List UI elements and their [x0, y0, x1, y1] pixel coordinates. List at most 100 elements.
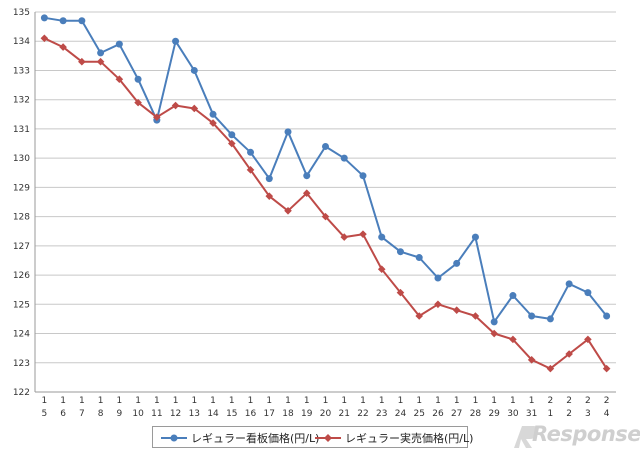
data-point-actual-price	[527, 356, 536, 364]
data-point-actual-price	[171, 101, 180, 110]
y-tick-label: 124	[13, 330, 30, 340]
data-point-signboard-price	[172, 37, 180, 45]
response-watermark: Response.	[512, 420, 640, 452]
x-tick-label-bottom: 31	[526, 409, 537, 419]
data-point-signboard-price	[134, 75, 142, 83]
x-tick-label-top: 1	[135, 396, 141, 406]
x-tick-label-top: 1	[229, 396, 235, 406]
x-tick-label-bottom: 7	[79, 409, 85, 419]
x-tick-label-top: 1	[210, 396, 216, 406]
data-point-actual-price	[40, 34, 49, 43]
data-point-actual-price	[321, 212, 330, 221]
x-tick-label-bottom: 18	[282, 409, 294, 419]
data-point-signboard-price	[40, 14, 48, 22]
x-tick-label-top: 1	[529, 396, 535, 406]
x-tick-label-top: 1	[173, 396, 179, 406]
x-axis: 1516171819110111112113114115116117118119…	[35, 391, 616, 419]
x-tick-label-top: 1	[116, 396, 122, 406]
data-point-actual-price	[396, 288, 405, 297]
data-point-actual-price	[134, 98, 142, 107]
data-point-actual-price	[59, 43, 67, 51]
x-tick-label-bottom: 30	[507, 409, 519, 419]
data-point-signboard-price	[303, 172, 311, 180]
data-point-signboard-price	[340, 154, 348, 162]
response-logo-icon	[514, 426, 538, 448]
data-point-signboard-price	[509, 292, 517, 300]
data-point-actual-price	[209, 119, 217, 127]
x-tick-label-top: 1	[79, 396, 85, 406]
data-point-signboard-price	[528, 312, 536, 320]
x-tick-label-bottom: 12	[170, 409, 181, 419]
y-tick-label: 130	[13, 154, 30, 164]
data-point-actual-price	[359, 230, 367, 238]
data-point-actual-price	[471, 312, 480, 320]
x-tick-label-bottom: 3	[585, 409, 591, 419]
x-tick-label-bottom: 9	[116, 409, 122, 419]
x-tick-label-bottom: 6	[60, 409, 66, 419]
data-point-actual-price	[284, 206, 292, 215]
legend-label-signboard-price: レギュラー看板価格(円/L)	[191, 432, 320, 445]
x-tick-label-bottom: 10	[132, 409, 144, 419]
data-point-actual-price	[96, 57, 105, 66]
x-tick-label-bottom: 28	[470, 409, 482, 419]
x-tick-label-top: 1	[323, 396, 329, 406]
data-point-signboard-price	[322, 142, 329, 150]
x-tick-label-top: 1	[248, 396, 254, 406]
data-point-signboard-price	[415, 254, 423, 262]
y-tick-label: 131	[13, 125, 30, 135]
data-point-signboard-price	[284, 128, 292, 136]
data-point-actual-price	[377, 265, 386, 274]
x-tick-label-bottom: 27	[451, 409, 462, 419]
data-point-actual-price	[78, 57, 86, 66]
y-tick-label: 127	[13, 242, 30, 252]
data-point-actual-price	[565, 350, 573, 358]
data-point-actual-price	[434, 300, 442, 309]
x-tick-label-bottom: 17	[264, 409, 275, 419]
x-tick-label-top: 1	[266, 396, 272, 406]
data-point-actual-price	[115, 75, 124, 84]
x-tick-label-bottom: 25	[413, 409, 424, 419]
legend-marker-diamond-icon	[315, 434, 341, 442]
legend: レギュラー看板価格(円/L) レギュラー実売価格(円/L)	[152, 426, 473, 448]
data-point-signboard-price	[565, 280, 573, 288]
x-tick-label-bottom: 29	[488, 409, 500, 419]
x-tick-label-top: 1	[398, 396, 404, 406]
y-tick-label: 132	[13, 96, 30, 106]
x-tick-label-top: 1	[191, 396, 197, 406]
y-tick-label: 133	[13, 66, 30, 76]
x-tick-label-top: 2	[585, 396, 591, 406]
data-point-signboard-price	[546, 315, 554, 323]
data-point-signboard-price	[603, 312, 611, 320]
x-tick-label-top: 1	[379, 396, 385, 406]
data-point-actual-price	[227, 139, 236, 148]
gridlines	[35, 11, 616, 393]
data-point-signboard-price	[97, 49, 105, 57]
data-point-actual-price	[452, 306, 461, 314]
y-tick-label: 126	[13, 271, 30, 281]
data-point-actual-price	[265, 192, 274, 200]
data-point-actual-price	[190, 104, 199, 113]
x-tick-label-top: 2	[566, 396, 572, 406]
x-tick-label-bottom: 19	[301, 409, 313, 419]
data-point-actual-price	[153, 113, 161, 122]
y-tick-label: 122	[13, 388, 30, 398]
y-tick-label: 134	[13, 37, 30, 47]
series-line-signboard-price	[44, 16, 608, 323]
x-tick-label-top: 1	[154, 396, 160, 406]
data-point-signboard-price	[190, 66, 198, 74]
x-tick-label-bottom: 4	[604, 409, 610, 419]
data-point-signboard-price	[471, 233, 479, 241]
x-tick-label-bottom: 16	[245, 409, 257, 419]
x-tick-label-bottom: 13	[189, 409, 200, 419]
data-point-signboard-price	[584, 289, 592, 297]
data-point-actual-price	[584, 335, 592, 344]
x-tick-label-top: 2	[604, 396, 610, 406]
y-tick-label: 135	[13, 8, 30, 18]
x-tick-label-top: 1	[42, 396, 48, 406]
data-point-signboard-price	[115, 40, 123, 48]
data-point-actual-price	[546, 364, 555, 373]
data-point-actual-price	[415, 312, 424, 320]
y-axis: 122 123 124 125 126 127 128 129 130 131 132 133 134 1…	[13, 8, 36, 398]
x-tick-label-bottom: 8	[98, 409, 104, 419]
